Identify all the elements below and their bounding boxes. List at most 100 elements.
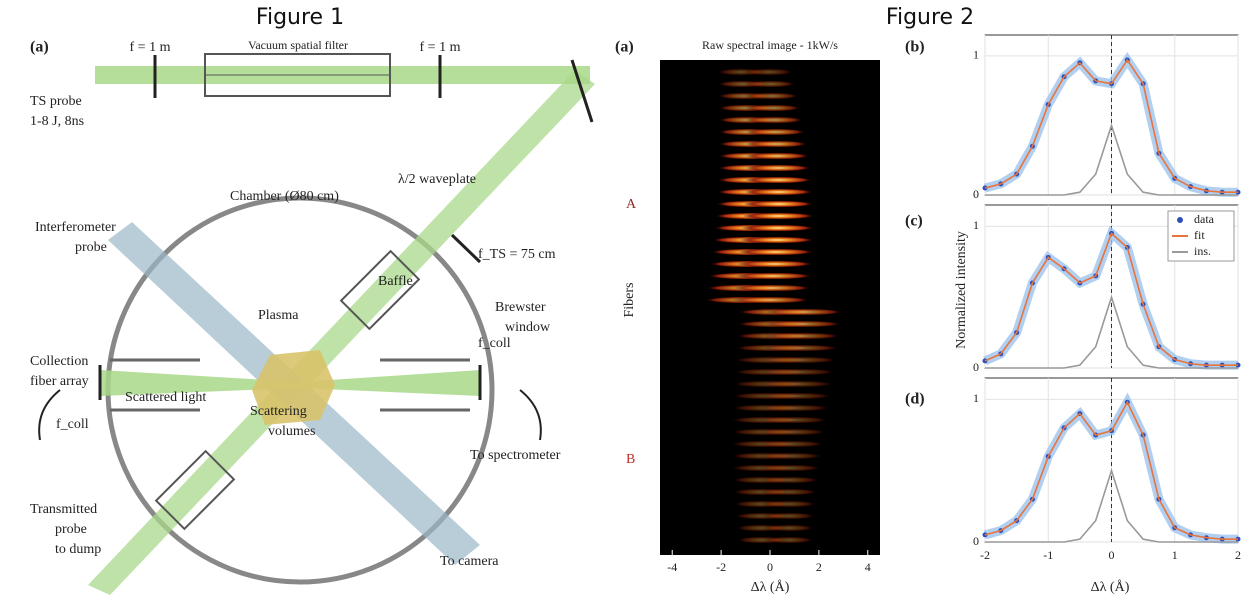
stripe — [744, 188, 814, 196]
stripe — [765, 536, 814, 544]
stripe — [763, 524, 815, 532]
stripe — [745, 164, 812, 172]
label: Brewster — [495, 300, 546, 315]
legend-label: data — [1194, 212, 1215, 226]
label: λ/2 waveplate — [398, 172, 476, 187]
axis-label: Δλ (Å) — [751, 579, 790, 595]
stripe — [745, 80, 796, 88]
label: f = 1 m — [130, 40, 171, 55]
group-label: A — [626, 197, 637, 212]
series-line — [985, 468, 1238, 543]
label: To spectrometer — [470, 448, 561, 463]
stripe — [746, 140, 808, 148]
label: probe — [55, 522, 87, 537]
stripe — [759, 464, 822, 472]
legend-label: fit — [1194, 228, 1205, 242]
stripe — [759, 404, 831, 412]
stripe — [739, 236, 815, 244]
stripe — [735, 272, 813, 280]
label: probe — [75, 240, 107, 255]
y-tick-label: 1 — [973, 391, 979, 405]
x-tick-label: -2 — [980, 548, 990, 562]
diagram-labels: (a) f = 1 m Vacuum spatial filter f = 1 … — [30, 38, 561, 569]
axis-label: Normalized intensity — [954, 231, 969, 349]
stripe — [761, 356, 838, 364]
stripe — [760, 488, 819, 496]
panel-title: Raw spectral image - 1kW/s — [702, 38, 838, 52]
label: Transmitted — [30, 502, 97, 517]
stripe — [758, 416, 829, 424]
setup-diagram — [38, 53, 595, 595]
panel-label: (a) — [30, 39, 49, 56]
label: Interferometer — [35, 220, 116, 235]
y-tick-label: 0 — [973, 534, 979, 548]
stripe — [760, 368, 836, 376]
stripe — [732, 296, 811, 304]
y-tick-label: 0 — [973, 360, 979, 374]
label: Scattered light — [125, 390, 206, 405]
axis-label: Fibers — [622, 283, 637, 318]
x-tick-label: -4 — [667, 560, 677, 574]
label: f = 1 m — [420, 40, 461, 55]
series-line — [984, 58, 1238, 194]
label: to dump — [55, 542, 101, 557]
stripe — [759, 476, 820, 484]
stripe — [762, 344, 840, 352]
stripe — [758, 428, 827, 436]
label: f_TS = 75 cm — [478, 247, 556, 262]
label: Vacuum spatial filter — [248, 38, 348, 52]
y-tick-label: 0 — [973, 187, 979, 201]
x-tick-label: 2 — [1235, 548, 1241, 562]
stripe — [743, 200, 815, 208]
y-tick-label: 1 — [973, 218, 979, 232]
stripe — [746, 116, 804, 124]
stripe — [758, 440, 825, 448]
stripe — [761, 500, 817, 508]
legend-label: ins. — [1194, 244, 1211, 258]
panel-label: (b) — [905, 39, 925, 56]
stripe — [745, 68, 793, 76]
x-tick-label: 4 — [865, 560, 871, 574]
panel-label: (c) — [905, 213, 923, 230]
stripe — [765, 308, 844, 316]
x-tick-label: 2 — [816, 560, 822, 574]
legend-marker — [1177, 217, 1183, 223]
label: Plasma — [258, 308, 299, 323]
stripe — [744, 176, 813, 184]
label: Baffle — [378, 274, 413, 289]
figure-title: Figure 1 — [256, 5, 344, 30]
panel-label: (d) — [905, 391, 925, 408]
spectral-stripes — [704, 68, 844, 544]
stripe — [759, 392, 833, 400]
label: Scattering — [250, 404, 307, 419]
x-tick-label: 1 — [1172, 548, 1178, 562]
series-line — [984, 231, 1238, 366]
stripe — [746, 128, 806, 136]
stripe — [733, 284, 812, 292]
label: window — [505, 320, 551, 335]
stripe — [745, 104, 802, 112]
label: f_coll — [478, 336, 511, 351]
x-tick-label: -1 — [1043, 548, 1053, 562]
label: Chamber (Ø80 cm) — [230, 189, 339, 204]
x-tick-label: 0 — [767, 560, 773, 574]
label: 1-8 J, 8ns — [30, 114, 84, 129]
y-tick-label: 1 — [973, 48, 979, 62]
series-line — [985, 294, 1238, 369]
stripe — [736, 260, 814, 268]
label: fiber array — [30, 374, 89, 389]
stripe — [738, 248, 815, 256]
figure-title: Figure 2 — [886, 5, 974, 30]
group-label: B — [626, 452, 635, 467]
axis-label: Δλ (Å) — [1091, 579, 1130, 595]
series-line — [985, 122, 1238, 196]
stripe — [760, 380, 835, 388]
label: Collection — [30, 354, 88, 369]
stripe — [745, 152, 810, 160]
x-tick-label: -2 — [716, 560, 726, 574]
label: f_coll — [56, 417, 89, 432]
stripe — [742, 212, 815, 220]
x-tick-label: 0 — [1109, 548, 1115, 562]
